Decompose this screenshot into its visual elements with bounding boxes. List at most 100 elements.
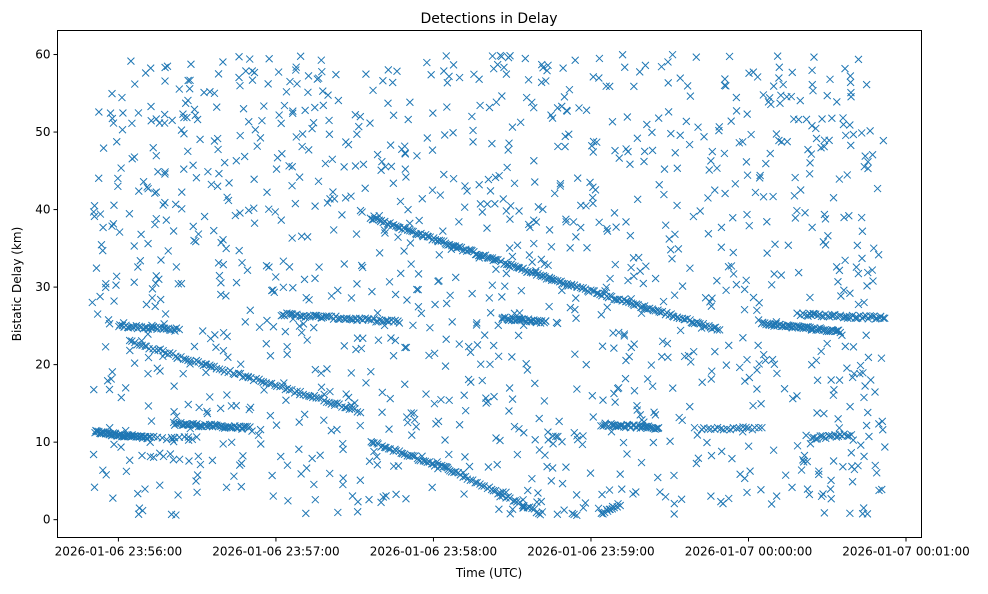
noise-point [449,174,458,183]
noise-point [409,321,417,330]
noise-point [464,342,473,351]
noise-point [389,351,398,360]
noise-point [779,80,788,89]
noise-point [502,70,511,78]
noise-point [381,229,389,237]
noise-point [476,101,484,110]
noise-point [279,283,288,292]
noise-point [631,488,640,496]
noise-point [291,66,300,74]
noise-point [277,216,286,224]
track-point [778,322,787,331]
noise-point [673,164,682,173]
track-point [398,449,407,458]
noise-point [589,148,598,156]
noise-point [530,379,539,388]
noise-point [610,344,618,352]
noise-point [767,500,776,508]
noise-point [856,441,865,449]
noise-point [663,339,672,348]
noise-point [768,355,777,364]
noise-point [845,121,854,129]
noise-point [401,343,409,352]
noise-point [537,78,546,87]
noise-point [515,207,523,215]
noise-point [742,276,751,285]
noise-point [302,464,311,472]
y-tick-label: 60 [35,48,50,62]
track-point [758,423,766,432]
noise-point [519,495,527,504]
noise-point [304,146,313,154]
noise-point [849,436,858,444]
noise-point [326,387,334,396]
noise-point [214,259,223,267]
noise-point [455,73,464,82]
noise-point [159,352,167,361]
noise-point [814,467,823,476]
noise-point [183,147,192,156]
noise-point [642,120,651,129]
noise-point [169,437,178,446]
noise-point [519,321,528,330]
track-point [395,319,404,327]
noise-point [524,75,533,84]
noise-point [502,488,510,497]
noise-point [598,490,606,499]
noise-point [442,103,451,111]
noise-point [550,189,559,198]
y-tick-label: 40 [35,203,50,217]
noise-point [657,62,666,71]
track-point [525,317,534,326]
noise-point [878,417,887,426]
noise-point [293,79,301,88]
noise-point [353,507,362,516]
noise-point [96,210,105,218]
noise-point [769,82,778,90]
noise-point [499,488,507,496]
track-point [409,452,417,460]
noise-point [260,386,268,394]
track-point [560,279,569,288]
noise-point [794,115,803,124]
track-point [116,321,124,329]
noise-point [314,74,323,83]
track-point [656,308,665,317]
noise-point [803,457,812,466]
noise-point [732,107,741,115]
noise-point [650,408,658,417]
noise-point [340,342,349,350]
noise-point [689,212,698,221]
noise-point [497,293,506,301]
noise-point [700,132,708,141]
noise-point [527,98,536,107]
noise-point [618,50,627,59]
noise-point [222,292,230,300]
noise-point [775,63,784,72]
noise-point [240,152,249,161]
noise-point [230,472,238,481]
noise-point [671,230,679,239]
noise-point [720,81,729,90]
noise-point [147,417,156,425]
noise-point [125,209,134,218]
noise-point [161,170,169,178]
noise-point [215,169,223,178]
noise-point [470,70,478,79]
noise-point [107,375,116,383]
noise-point [659,297,668,306]
noise-point [92,264,101,272]
noise-point [282,396,290,405]
noise-point [862,331,871,340]
noise-point [701,293,710,302]
track-point [265,379,274,388]
track-point [454,243,463,252]
data-points [88,50,889,520]
noise-point [311,495,320,504]
track-point [192,433,201,441]
noise-point [488,139,496,148]
noise-point [602,283,611,292]
noise-point [535,414,544,423]
noise-point [109,119,118,127]
noise-point [827,376,836,384]
